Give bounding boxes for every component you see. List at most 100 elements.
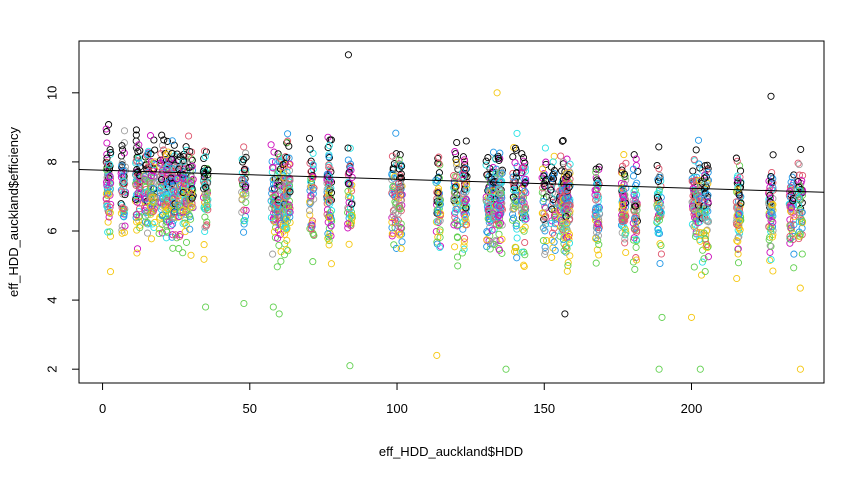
data-point [286, 186, 294, 194]
data-point [563, 204, 571, 212]
data-point [689, 167, 697, 175]
data-point [541, 247, 549, 255]
data-point [270, 228, 278, 236]
data-point [460, 211, 468, 219]
data-point [182, 238, 191, 246]
data-point [239, 191, 247, 199]
data-point [187, 203, 195, 211]
data-point [460, 166, 468, 174]
y-tick-label: 6 [45, 227, 60, 234]
data-point [459, 189, 467, 197]
data-point [135, 154, 143, 162]
data-point [185, 164, 193, 172]
data-point [242, 206, 250, 214]
data-point [655, 165, 663, 173]
data-point [765, 223, 773, 231]
data-point [518, 197, 526, 205]
data-point [324, 230, 332, 238]
data-point [169, 193, 177, 201]
data-point [240, 228, 248, 236]
data-point [242, 192, 250, 200]
data-point [520, 213, 528, 221]
data-point [396, 151, 404, 159]
data-point [283, 236, 291, 244]
data-point [324, 180, 333, 188]
data-point [769, 267, 777, 275]
data-point [179, 206, 187, 214]
data-point [345, 240, 353, 248]
data-point [180, 153, 188, 161]
data-point [787, 203, 795, 212]
data-point [169, 170, 177, 178]
data-point [700, 196, 709, 204]
data-point [274, 207, 282, 215]
data-point [491, 173, 499, 181]
data-point [436, 226, 444, 234]
data-point [136, 224, 144, 232]
data-point [345, 168, 353, 176]
data-point [689, 198, 697, 206]
data-point [593, 221, 601, 230]
data-point [459, 153, 467, 161]
data-point [168, 179, 176, 188]
data-point [201, 183, 209, 191]
data-point [767, 255, 775, 264]
data-point [703, 161, 711, 169]
x-tick-label: 50 [243, 401, 257, 416]
data-point [621, 231, 629, 239]
data-point [786, 222, 794, 230]
data-point [325, 152, 333, 161]
data-point [120, 213, 128, 221]
data-point [657, 241, 665, 250]
data-point [566, 160, 574, 168]
data-point [185, 188, 193, 196]
data-point [118, 188, 126, 196]
data-point [452, 205, 460, 213]
data-point [433, 240, 441, 248]
data-point [200, 154, 208, 163]
data-point [240, 206, 248, 214]
data-point [269, 164, 277, 172]
data-point [171, 213, 179, 222]
data-point [309, 258, 317, 266]
data-point [566, 252, 574, 260]
data-point [547, 202, 555, 210]
data-point [433, 217, 441, 225]
data-point [459, 225, 467, 233]
data-point [513, 129, 521, 137]
data-point [434, 208, 442, 216]
data-point [496, 236, 504, 245]
x-tick-label: 150 [533, 401, 555, 416]
data-point [179, 249, 187, 257]
data-point [286, 160, 294, 168]
data-point [435, 194, 443, 202]
data-point [557, 152, 565, 160]
data-point [309, 186, 317, 194]
data-point [141, 198, 149, 206]
data-point [103, 128, 111, 136]
data-point [450, 195, 458, 203]
data-point [240, 166, 249, 174]
data-point [149, 207, 157, 216]
data-point [513, 254, 521, 262]
data-point [326, 212, 335, 220]
data-point [737, 199, 745, 207]
data-point [269, 303, 277, 311]
data-point [188, 162, 196, 170]
data-point [172, 231, 180, 239]
data-point [734, 176, 742, 184]
data-point [591, 206, 600, 214]
data-point [132, 181, 140, 189]
data-point [736, 202, 744, 211]
data-point [511, 243, 519, 251]
data-point [397, 220, 405, 228]
data-point [325, 141, 333, 150]
data-point [735, 191, 743, 199]
data-point [132, 191, 140, 199]
data-point [629, 165, 637, 173]
data-point [796, 365, 804, 373]
data-point [692, 146, 700, 154]
data-point [654, 229, 662, 237]
data-point [103, 178, 111, 186]
data-point [461, 160, 469, 168]
